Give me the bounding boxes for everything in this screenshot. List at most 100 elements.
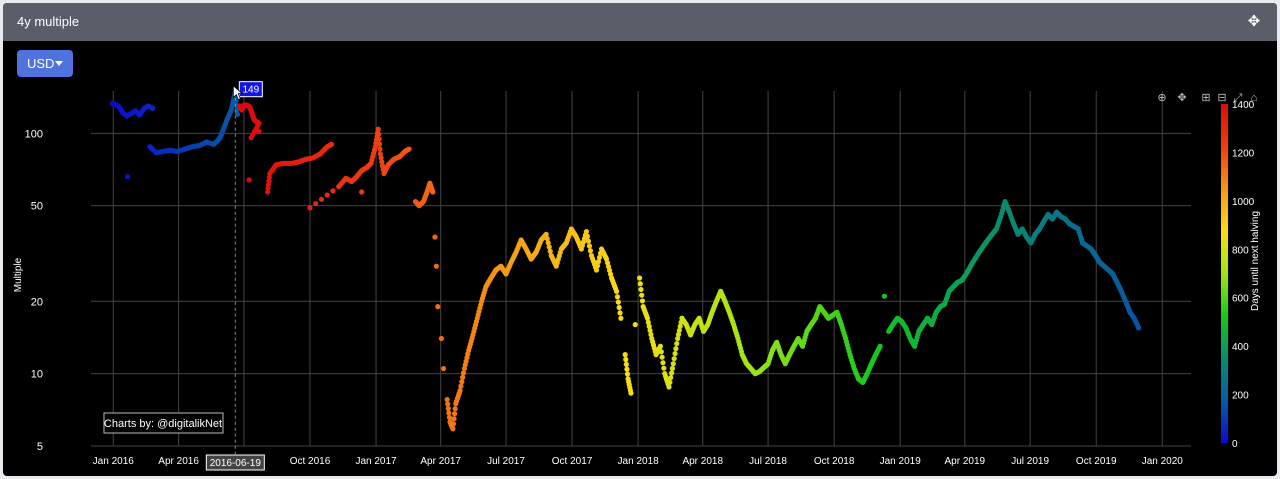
data-point [615,299,621,305]
data-point [446,410,452,416]
data-point [585,238,592,244]
data-point [544,235,550,242]
data-point [459,379,465,385]
data-point [450,426,456,432]
y-tick-label: 50 [31,201,43,213]
data-point [376,141,383,147]
data-point [584,233,591,239]
colorbar-tick-label: 1400 [1232,100,1255,111]
data-point [460,370,467,376]
data-point [377,151,383,157]
data-point [587,248,594,254]
x-axis-ticks: Jan 2016 Apr 2016 Oct 2016 Jan 2017 Apr 2017… [93,456,1184,467]
colorbar-title: Days until next halving [1250,211,1261,311]
data-point [671,356,677,362]
credit-box: Charts by: @digitalikNet [103,412,224,434]
data-point [452,411,458,417]
data-point [438,335,444,342]
data-point [435,304,441,310]
y-axis-label: Multiple [13,257,24,292]
data-point [378,155,384,161]
data-point [636,275,643,281]
data-point [623,361,629,367]
data-point [877,343,883,349]
data-point [324,192,330,198]
data-point [451,416,457,422]
colorbar-tick-label: 400 [1232,342,1249,353]
data-point [676,327,682,334]
data-point [256,128,262,134]
data-point [248,134,254,141]
currency-dropdown-button[interactable]: USD [17,50,73,77]
credit-text: Charts by: @digitalikNet [104,418,222,430]
data-point [458,383,464,389]
data-point [307,205,313,211]
data-point [406,146,412,152]
zoom-out-icon[interactable]: ⊟ [1217,92,1227,104]
data-point [432,234,438,240]
hover-marker: 149 2016-06-19 [205,81,265,471]
data-point [330,188,336,194]
x-tick-label: Jul 2018 [749,456,787,467]
data-point [624,371,631,377]
move-icon[interactable]: ✥ [1247,13,1261,30]
data-point [377,146,383,152]
data-point [460,374,466,380]
x-tick-label: Jul 2019 [1011,456,1049,467]
zoom-in-icon[interactable]: ⊞ [1201,92,1211,104]
data-point [593,267,600,273]
y-tick-label: 10 [31,369,43,381]
x-tick-label: Apr 2018 [682,456,723,467]
chart-panel: 4y multiple ✥ USD Jan 2016 Apr 2016 Oct 20… [3,3,1277,476]
data-point [881,293,888,299]
data-point [637,281,643,287]
data-point [445,405,451,412]
x-tick-label: Jul 2017 [487,456,525,467]
data-point [660,360,666,366]
x-tick-label: Apr 2019 [945,456,986,467]
data-point [545,240,551,246]
y-tick-label: 100 [25,128,43,140]
x-tick-label: Jan 2020 [1142,456,1184,467]
colorbar-tick-label: 0 [1232,439,1238,450]
data-point [596,254,603,261]
colorbar-tick-label: 200 [1232,391,1249,402]
data-point [614,294,621,300]
data-point [616,304,622,311]
data-point [644,315,651,321]
data-point [328,141,335,147]
data-point [639,292,645,298]
caret-down-icon [55,61,63,66]
panel-title: 4y multiple [17,14,80,29]
reset-icon[interactable]: ⌂ [1250,92,1258,104]
data-point [624,366,630,372]
data-point [659,354,665,360]
chart-grid [91,91,1191,447]
data-point [646,323,652,329]
data-point [613,288,620,294]
data-point [586,243,593,249]
autoscale-icon[interactable]: ⤢ [1233,92,1243,104]
data-point [440,365,447,372]
hover-date-label: 2016-06-19 [210,458,262,469]
panel-header: 4y multiple ✥ [3,3,1277,41]
x-tick-label: Jan 2019 [880,456,922,467]
data-point [623,356,629,363]
data-point [594,263,601,269]
data-point [618,315,624,321]
data-point [234,111,241,117]
data-point [379,159,385,165]
data-point [661,365,667,371]
scatter-chart[interactable]: Jan 2016 Apr 2016 Oct 2016 Jan 2017 Apr 2017… [3,3,1277,476]
zoom-icon[interactable]: ⊕ [1157,92,1167,104]
data-point [645,319,651,325]
x-tick-label: Apr 2017 [420,456,461,467]
x-tick-label: Oct 2019 [1076,456,1117,467]
data-point [668,375,674,381]
pan-icon[interactable]: ✥ [1177,92,1187,104]
data-point [444,396,450,403]
data-point [150,105,156,111]
x-tick-label: Jan 2018 [618,456,660,467]
data-point [667,379,673,385]
data-point [669,365,676,371]
